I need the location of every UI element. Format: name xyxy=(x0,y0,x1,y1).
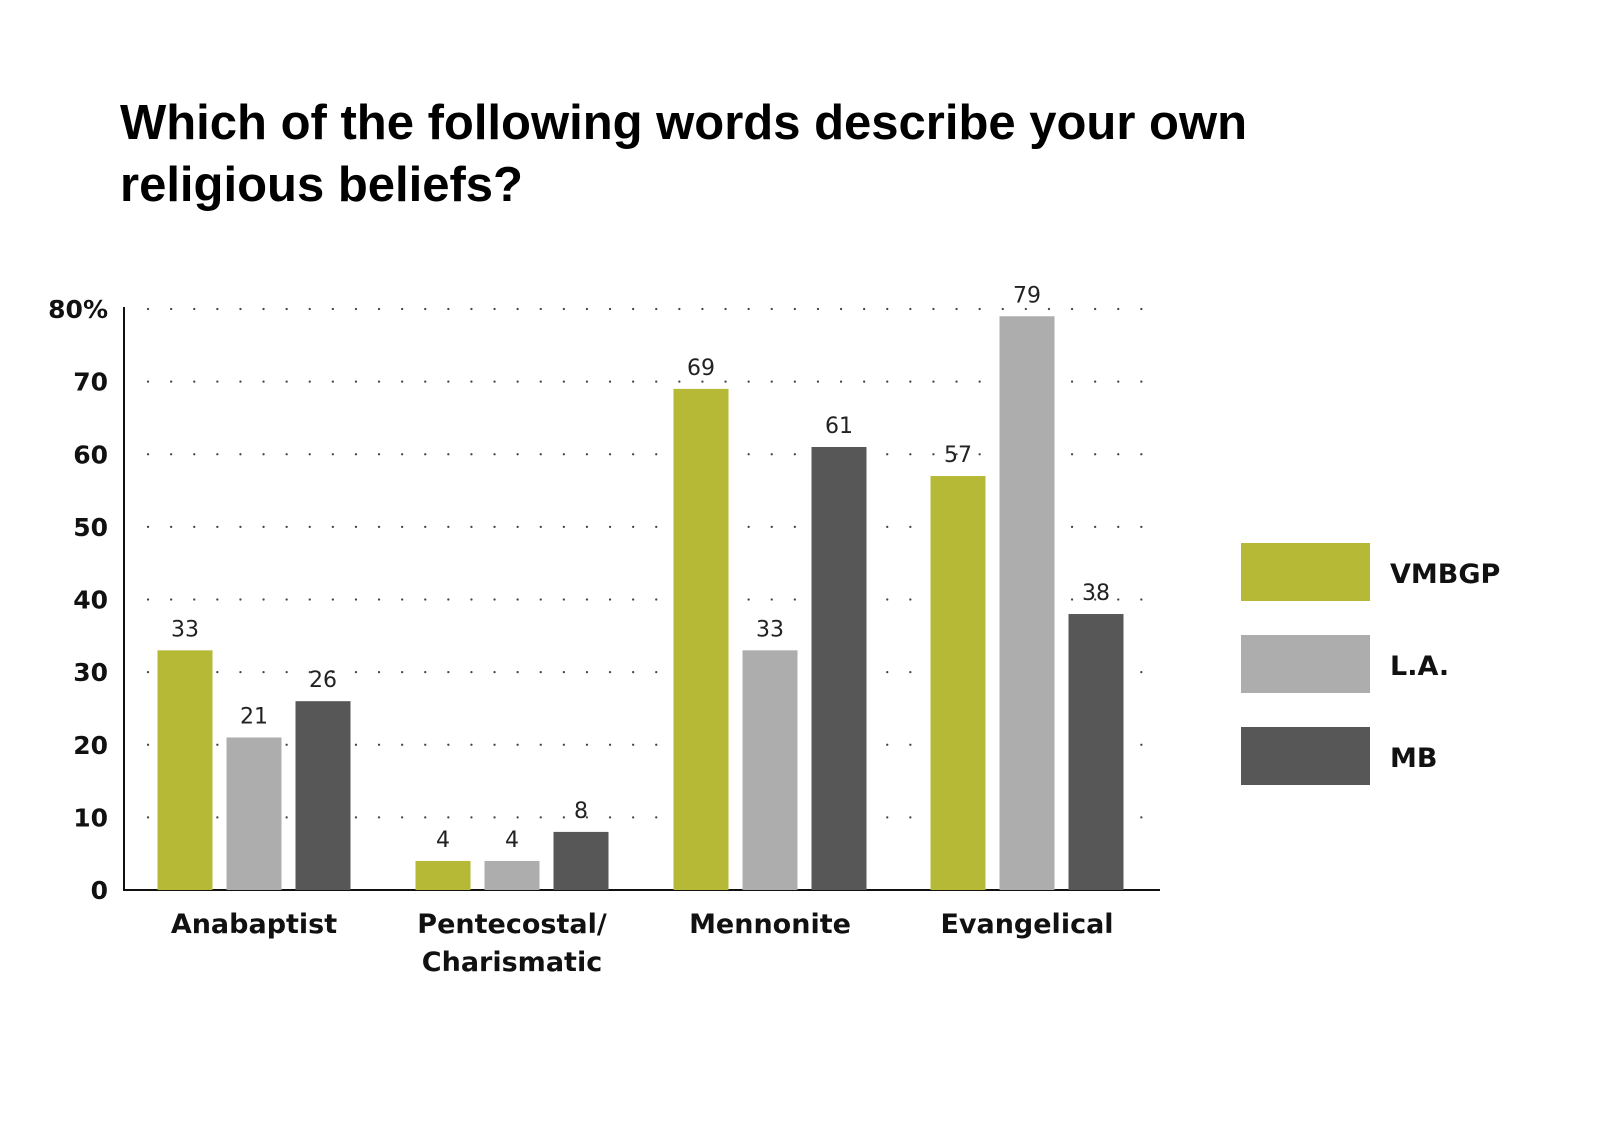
data-label: 79 xyxy=(1013,283,1041,308)
x-category-label: Anabaptist xyxy=(171,909,337,940)
y-tick-label: 0 xyxy=(91,876,108,905)
data-label: 26 xyxy=(309,668,337,693)
data-label: 8 xyxy=(574,799,588,824)
data-label: 57 xyxy=(944,443,972,468)
y-tick-label: 50 xyxy=(73,513,108,542)
x-category-label: Charismatic xyxy=(422,947,602,978)
legend-label: MB xyxy=(1390,743,1437,774)
y-tick-label: 60 xyxy=(73,440,108,469)
legend-swatch xyxy=(1241,635,1370,693)
x-category-label: Pentecostal/ xyxy=(417,909,607,940)
chart-title: Which of the following words describe yo… xyxy=(120,92,1360,216)
y-tick-label: 80% xyxy=(48,295,108,324)
x-category-label: Evangelical xyxy=(940,909,1113,940)
data-label: 69 xyxy=(687,356,715,381)
bar xyxy=(553,831,609,890)
chart-title-line-1: Which of the following words describe yo… xyxy=(120,96,1248,150)
x-category-label: Mennonite xyxy=(689,909,851,940)
bar xyxy=(1068,614,1124,890)
data-label: 33 xyxy=(756,617,784,642)
y-tick-label: 70 xyxy=(73,368,108,397)
bar xyxy=(811,446,867,890)
y-tick-label: 10 xyxy=(73,803,108,832)
y-tick-label: 40 xyxy=(73,586,108,615)
bar xyxy=(415,860,471,890)
bar xyxy=(226,737,282,890)
data-label: 4 xyxy=(436,828,450,853)
chart-title-line-2: religious beliefs? xyxy=(120,158,523,212)
legend-label: VMBGP xyxy=(1390,559,1500,590)
legend-swatch xyxy=(1241,543,1370,601)
data-label: 38 xyxy=(1082,581,1110,606)
legend-swatch xyxy=(1241,727,1370,785)
bar xyxy=(295,701,351,890)
data-label: 4 xyxy=(505,828,519,853)
bar xyxy=(157,650,213,890)
y-tick-label: 30 xyxy=(73,658,108,687)
y-tick-label: 20 xyxy=(73,731,108,760)
bar xyxy=(673,388,729,890)
bar xyxy=(742,650,798,890)
data-label: 21 xyxy=(240,704,268,729)
bar xyxy=(484,860,540,890)
bar xyxy=(930,476,986,890)
bar xyxy=(999,316,1055,890)
legend-label: L.A. xyxy=(1390,651,1449,682)
data-label: 33 xyxy=(171,617,199,642)
data-label: 61 xyxy=(825,414,853,439)
